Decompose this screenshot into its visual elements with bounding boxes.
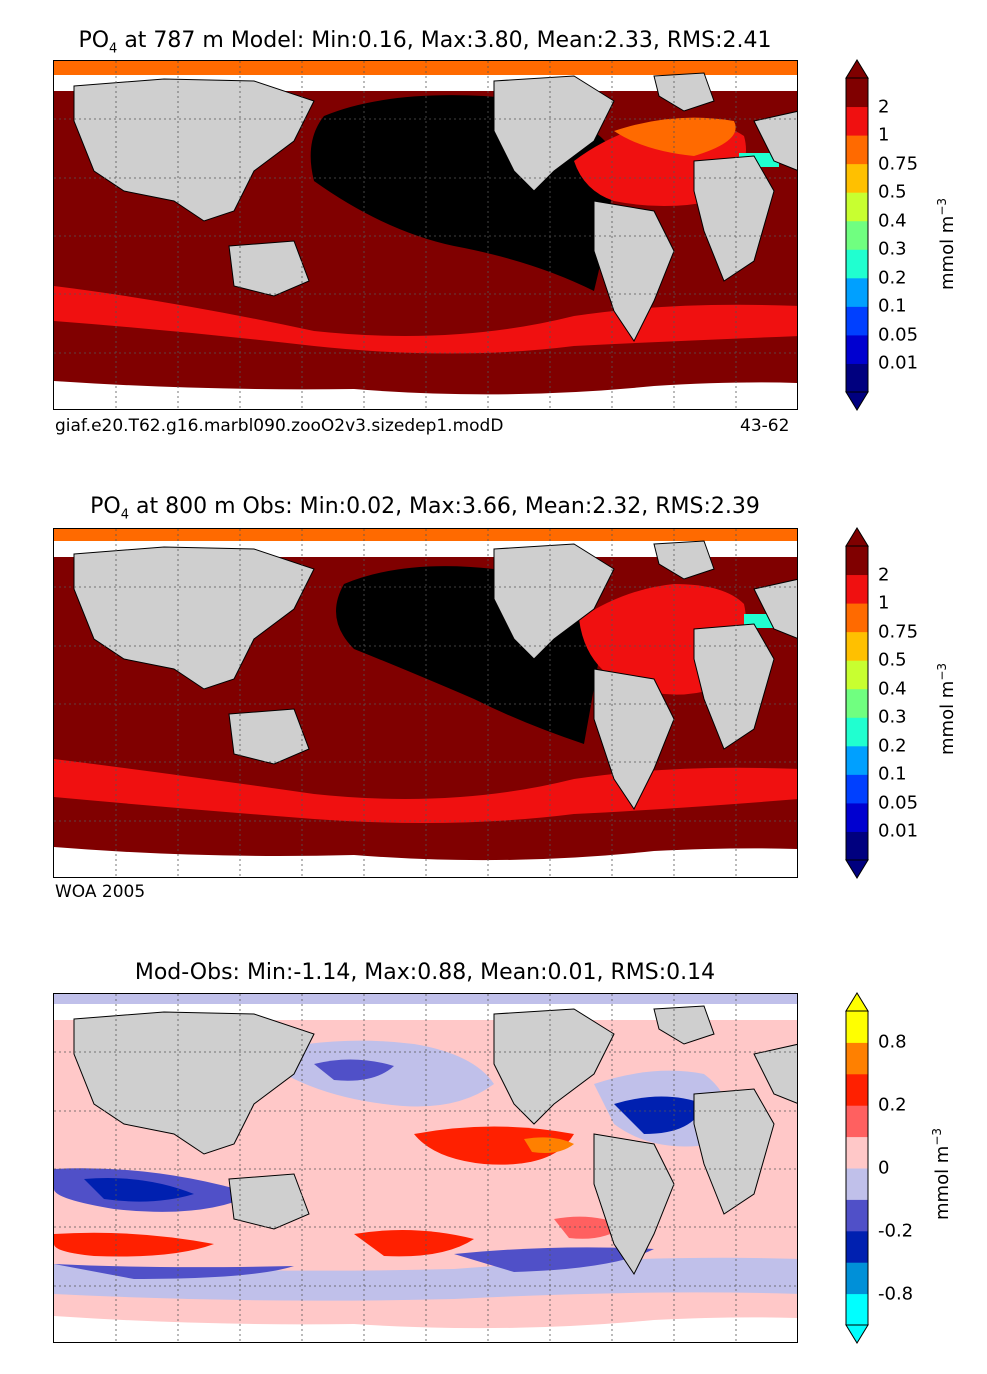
map-obs bbox=[53, 528, 798, 878]
colorbar-units: mmol m−3 bbox=[935, 662, 958, 755]
colorbar-tick-label: 0.1 bbox=[878, 295, 907, 317]
colorbar-units: mmol m−3 bbox=[935, 197, 958, 290]
colorbar-segment bbox=[846, 717, 868, 747]
colorbar-segment bbox=[846, 1293, 868, 1326]
colorbar-tick-label: -0.2 bbox=[878, 1220, 914, 1242]
colorbar-svg bbox=[845, 527, 869, 879]
colorbar-frame bbox=[845, 545, 869, 861]
arctic-field bbox=[54, 529, 797, 541]
panel-title: PO4 at 787 m Model: Min:0.16, Max:3.80, … bbox=[78, 28, 772, 57]
colorbar-tick-label: 0.01 bbox=[878, 352, 919, 374]
graticule bbox=[54, 994, 797, 1342]
arctic-field bbox=[54, 994, 797, 1004]
colorbar-tick-label: 0.8 bbox=[878, 1031, 907, 1053]
colorbar-tick-label: 0.2 bbox=[878, 735, 907, 757]
colorbar-tick-label: 0.75 bbox=[878, 621, 919, 643]
colorbar-tick-label: 0.2 bbox=[878, 267, 907, 289]
colorbar-segment bbox=[846, 688, 868, 718]
colorbar-segment bbox=[846, 78, 868, 108]
colorbar-segment bbox=[846, 660, 868, 690]
colorbar-tick-label: 0.4 bbox=[878, 210, 907, 232]
colorbar-tick-label: 1 bbox=[878, 592, 890, 614]
colorbar-segment bbox=[846, 163, 868, 193]
colorbar-segment bbox=[846, 1262, 868, 1295]
colorbar-segment bbox=[846, 1199, 868, 1232]
colorbar bbox=[845, 992, 869, 1344]
colorbar-tick-label: 0.05 bbox=[878, 792, 919, 814]
colorbar-svg bbox=[845, 59, 869, 411]
colorbar-segment bbox=[846, 363, 868, 393]
southern-band bbox=[54, 759, 797, 823]
colorbar-segment bbox=[846, 1011, 868, 1043]
positive-anomalies bbox=[54, 1126, 624, 1257]
colorbar-segment bbox=[846, 220, 868, 250]
colorbar-tick-label: 0.75 bbox=[878, 153, 919, 175]
graticule bbox=[54, 61, 797, 409]
colorbar-segment bbox=[846, 1136, 868, 1169]
nordic-region bbox=[614, 117, 736, 156]
colorbar-segment bbox=[846, 277, 868, 307]
colorbar-segment bbox=[846, 135, 868, 165]
colorbar-segment bbox=[846, 334, 868, 364]
colorbar-extend-min bbox=[845, 391, 869, 411]
colorbar-extend-max bbox=[845, 59, 869, 79]
colorbar-segment bbox=[846, 106, 868, 136]
colorbar-segment bbox=[846, 774, 868, 804]
colorbar-tick-label: 0.1 bbox=[878, 763, 907, 785]
colorbar-segment bbox=[846, 631, 868, 661]
colorbar-segment bbox=[846, 802, 868, 832]
colorbar-extend-min bbox=[845, 859, 869, 879]
negative-anomalies bbox=[54, 1040, 797, 1301]
colorbar-tick-label: 1 bbox=[878, 124, 890, 146]
colorbar-extend-max bbox=[845, 527, 869, 547]
colorbar-segment bbox=[846, 546, 868, 576]
colorbar-segment bbox=[846, 192, 868, 222]
colorbar-segment bbox=[846, 1073, 868, 1106]
colorbar-tick-label: 0.05 bbox=[878, 324, 919, 346]
graticule bbox=[54, 529, 797, 877]
colorbar-tick-label: 0.5 bbox=[878, 649, 907, 671]
colorbar-segment bbox=[846, 603, 868, 633]
colorbar-extend-min bbox=[845, 1324, 869, 1344]
year-range: 43-62 bbox=[740, 416, 790, 436]
colorbar-segment bbox=[846, 1042, 868, 1075]
colorbar-tick-label: 2 bbox=[878, 96, 890, 118]
colorbar-segment bbox=[846, 1230, 868, 1263]
colorbar-tick-label: 0.2 bbox=[878, 1094, 907, 1116]
colorbar-tick-label: -0.8 bbox=[878, 1283, 914, 1305]
colorbar-segment bbox=[846, 574, 868, 604]
map-diff bbox=[53, 993, 798, 1343]
colorbar-tick-label: 0.5 bbox=[878, 181, 907, 203]
panel-title: Mod-Obs: Min:-1.14, Max:0.88, Mean:0.01,… bbox=[134, 960, 716, 985]
colorbar-segment bbox=[846, 831, 868, 861]
colorbar-tick-label: 0.01 bbox=[878, 820, 919, 842]
colorbar bbox=[845, 59, 869, 411]
colorbar-segment bbox=[846, 745, 868, 775]
colorbar bbox=[845, 527, 869, 879]
colorbar-segment bbox=[846, 306, 868, 336]
colorbar-units: mmol m−3 bbox=[930, 1127, 953, 1220]
panel-title: PO4 at 800 m Obs: Min:0.02, Max:3.66, Me… bbox=[90, 494, 760, 523]
map-model bbox=[53, 60, 798, 410]
colorbar-tick-label: 0 bbox=[878, 1157, 890, 1179]
colorbar-segment bbox=[846, 1168, 868, 1200]
colorbar-tick-label: 0.3 bbox=[878, 238, 907, 260]
colorbar-frame bbox=[845, 1010, 869, 1326]
dataset-name: WOA 2005 bbox=[55, 882, 146, 902]
colorbar-segment bbox=[846, 1105, 868, 1138]
colorbar-tick-label: 0.3 bbox=[878, 706, 907, 728]
case-name: giaf.e20.T62.g16.marbl090.zooO2v3.sizede… bbox=[55, 416, 504, 436]
colorbar-extend-max bbox=[845, 992, 869, 1012]
colorbar-tick-label: 2 bbox=[878, 564, 890, 586]
colorbar-svg bbox=[845, 992, 869, 1344]
land-masses bbox=[73, 540, 797, 810]
colorbar-segment bbox=[846, 249, 868, 279]
colorbar-frame bbox=[845, 77, 869, 393]
colorbar-tick-label: 0.4 bbox=[878, 678, 907, 700]
